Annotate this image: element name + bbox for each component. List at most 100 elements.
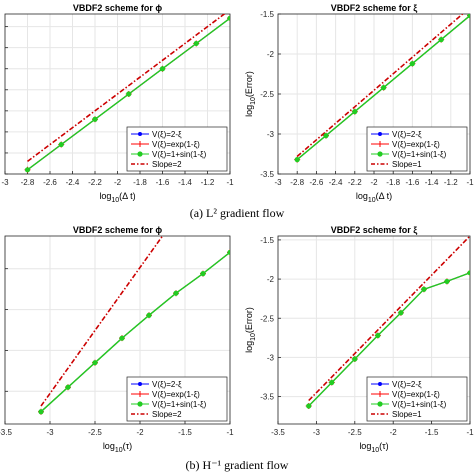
reference-slope-line (308, 236, 470, 402)
x-tick-label: -2.8 (21, 178, 35, 187)
data-point-series-3 (323, 133, 329, 139)
x-tick-label: -1.6 (406, 178, 420, 187)
x-tick-label: -2.6 (310, 178, 324, 187)
data-point-series-3 (467, 270, 470, 276)
y-tick-label: -1.5 (260, 10, 274, 19)
data-point-series-3 (227, 249, 230, 255)
x-tick-label: -3 (1, 178, 9, 187)
x-tick-label: -2 (136, 428, 144, 437)
legend-entry-label: V(ξ)=exp(1-ξ) (392, 390, 440, 399)
data-point-series-3 (126, 91, 132, 97)
x-tick-label: -1.8 (133, 178, 147, 187)
plot-area (305, 236, 470, 409)
x-tick-label: -1.6 (156, 178, 170, 187)
data-point-series-3 (200, 271, 206, 277)
legend-marker (137, 401, 143, 407)
x-axis-label: log10(τ) (359, 441, 388, 454)
legend-entry-label: V(ξ)=exp(1-ξ) (392, 140, 440, 149)
legend-marker (378, 382, 382, 386)
data-point-series-3 (329, 379, 335, 386)
data-point-series-3 (159, 66, 166, 72)
x-tick-label: -2.5 (348, 428, 362, 437)
legend-entry-label: V(ξ)=2-ξ (392, 380, 422, 389)
y-tick-label: -2.5 (260, 314, 274, 323)
x-tick-label: -3.5 (271, 428, 285, 437)
legend: V(ξ)=2-ξV(ξ)=exp(1-ξ)V(ξ)=1+sin(1-ξ)Slop… (366, 376, 468, 422)
chart-a-right: -3 -2.8 -2.6 -2.4 -2.2 -2 -1.8 -1.6 -1.4 -1.2 -1 -3… (244, 3, 474, 204)
y-axis-label: log10(Error) (244, 307, 257, 353)
x-tick-label: -2.5 (88, 428, 102, 437)
plot-frame (4, 235, 231, 425)
data-point-series-3 (119, 335, 125, 341)
y-tick-label: -3.5 (260, 393, 274, 402)
series-line-3 (40, 251, 230, 413)
x-tick-label: -1.2 (444, 178, 458, 187)
legend-entry-label: V(ξ)=exp(1-ξ) (152, 390, 200, 399)
legend-marker (378, 132, 382, 136)
data-point-series-3 (193, 40, 199, 47)
data-point-series-3 (444, 278, 450, 285)
data-point-series-3 (381, 85, 387, 91)
data-point-series-3 (146, 312, 152, 318)
x-tick-label: -1.4 (178, 178, 192, 187)
legend-marker (138, 382, 142, 386)
data-point-series-3 (306, 403, 312, 409)
x-tick-label: -2.8 (290, 178, 304, 187)
x-tick-label: -3.5 (0, 428, 12, 437)
legend-entry-label: V(ξ)=2-ξ (392, 130, 422, 139)
data-point-series-3 (438, 37, 444, 43)
x-tick-label: -2.2 (88, 178, 102, 187)
x-tick-label: -1 (226, 428, 234, 437)
legend-entry-label: V(ξ)=1+sin(1-ξ) (152, 400, 207, 409)
data-point-series-3 (24, 167, 31, 173)
y-tick-label: -3.5 (260, 170, 274, 179)
caption-a: (a) L² gradient flow (190, 206, 285, 220)
legend-entry-label: V(ξ)=2-ξ (152, 380, 182, 389)
x-tick-label: -3 (46, 428, 54, 437)
x-axis-label: log10(Δ t) (99, 191, 135, 204)
y-tick-label: -2 (267, 275, 275, 284)
data-point-series-3 (65, 384, 71, 390)
x-tick-label: -1.4 (425, 178, 439, 187)
data-point-series-3 (92, 360, 98, 366)
data-point-series-3 (352, 356, 358, 362)
legend: V(ξ)=2-ξV(ξ)=exp(1-ξ)V(ξ)=1+sin(1-ξ)Slop… (366, 126, 468, 172)
legend-entry-label: V(ξ)=1+sin(1-ξ) (152, 150, 207, 159)
legend: V(ξ)=2-ξV(ξ)=exp(1-ξ)V(ξ)=1+sin(1-ξ)Slop… (126, 126, 228, 172)
legend-entry-label: V(ξ)=1+sin(1-ξ) (392, 400, 447, 409)
plot-area (24, 14, 230, 173)
legend-marker (137, 151, 143, 157)
plot-area (294, 14, 470, 163)
legend-marker (377, 401, 383, 407)
legend: V(ξ)=2-ξV(ξ)=exp(1-ξ)V(ξ)=1+sin(1-ξ)Slop… (126, 376, 228, 422)
chart-b-right: -3.5 -3 -2.5 -2 -1.5 -1 -3.5 -3 -2.5 -2 -1.5 VBDF2 … (244, 225, 474, 454)
plot-frame (277, 235, 471, 425)
chart-title: VBDF2 scheme for ξ (331, 225, 418, 235)
x-tick-label: -1 (466, 178, 474, 187)
x-tick-label: -2.4 (329, 178, 343, 187)
x-tick-label: -1.2 (201, 178, 215, 187)
y-tick-label: -1.5 (260, 236, 274, 245)
x-tick-label: -1.8 (386, 178, 400, 187)
legend-marker (138, 132, 142, 136)
reference-slope-line (40, 236, 164, 407)
y-tick-label: -3 (267, 130, 275, 139)
reference-slope-line (296, 14, 464, 158)
x-tick-label: -2 (370, 178, 378, 187)
caption-b: (b) H⁻¹ gradient flow (186, 458, 289, 472)
legend-entry-label: Slope=2 (152, 160, 182, 169)
legend-marker (377, 151, 383, 157)
plot-area (38, 236, 230, 415)
data-point-series-3 (421, 286, 427, 292)
data-point-series-3 (352, 109, 358, 115)
y-axis-label: log10(Error) (244, 71, 257, 117)
x-tick-label: -2 (114, 178, 122, 187)
legend-entry-label: V(ξ)=exp(1-ξ) (152, 140, 200, 149)
x-axis-label: log10(τ) (103, 441, 132, 454)
data-point-series-3 (227, 15, 230, 21)
data-point-series-3 (58, 141, 64, 148)
data-point-series-3 (92, 116, 98, 122)
legend-entry-label: Slope=1 (392, 160, 422, 169)
data-point-series-3 (173, 290, 179, 296)
x-tick-label: -2 (390, 428, 398, 437)
